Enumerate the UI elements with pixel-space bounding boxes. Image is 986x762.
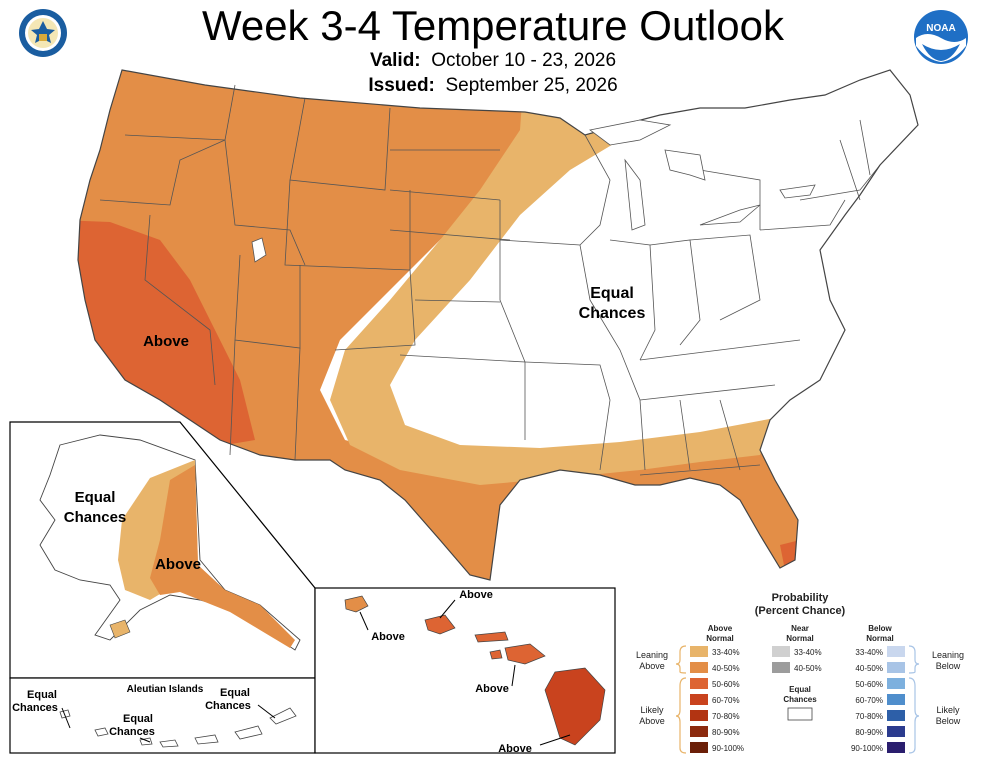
legend-below-swatch-60-70 xyxy=(887,694,905,705)
legend-below-swatch-40-50 xyxy=(887,662,905,673)
legend-above-swatch-90-100 xyxy=(690,742,708,753)
above-50-60-zone xyxy=(78,220,255,445)
legend-likely-below-1: Likely xyxy=(936,705,960,715)
alaska-equal-label-2: Chances xyxy=(64,509,127,526)
legend-below-header-1: Below xyxy=(868,624,892,633)
hawaii-inset xyxy=(314,587,616,754)
issued-date: September 25, 2026 xyxy=(445,75,618,96)
great-lakes xyxy=(589,119,816,231)
legend-near-swatch-33-40 xyxy=(772,646,790,657)
legend-below-level-1: 33-40% xyxy=(855,648,883,657)
alaska-equal-label-1: Equal xyxy=(75,489,116,506)
legend-below-level-6: 80-90% xyxy=(855,728,883,737)
legend-below-level-7: 90-100% xyxy=(851,744,883,753)
big-island xyxy=(544,667,606,746)
legend-above-level-4: 60-70% xyxy=(712,696,740,705)
valid-label: Valid: xyxy=(369,50,421,71)
molokai-island xyxy=(474,631,509,643)
lanai-island xyxy=(489,649,503,660)
issued-line: Issued: September 25, 2026 xyxy=(0,75,986,97)
kauai-above-label: Above xyxy=(371,631,405,643)
legend-above-swatch-40-50 xyxy=(690,662,708,673)
above-33-40-band xyxy=(330,70,775,485)
legend-near-level-1: 33-40% xyxy=(794,648,822,657)
legend-leaning-above-1: Leaning xyxy=(636,650,668,660)
hawaii-pointers xyxy=(359,599,571,746)
legend-likely-above-1: Likely xyxy=(640,705,664,715)
legend-below-swatch-80-90 xyxy=(887,726,905,737)
legend: Probability (Percent Chance) Above Norma… xyxy=(636,592,964,754)
legend-below-swatch-50-60 xyxy=(887,678,905,689)
kauai-island xyxy=(344,595,369,613)
aleutian-equal-1-line2: Chances xyxy=(12,702,58,714)
legend-above-level-6: 80-90% xyxy=(712,728,740,737)
noaa-logo-text: NOAA xyxy=(926,23,955,34)
legend-equal-swatch xyxy=(787,707,813,721)
legend-above-level-1: 33-40% xyxy=(712,648,740,657)
maui-island xyxy=(504,643,546,665)
legend-below-header-2: Normal xyxy=(866,634,894,643)
noaa-logo-icon: NOAA xyxy=(914,10,968,64)
conus-equal-label-2: Chances xyxy=(579,305,646,322)
legend-above-swatch-80-90 xyxy=(690,726,708,737)
legend-below-level-3: 50-60% xyxy=(855,680,883,689)
legend-below-level-4: 60-70% xyxy=(855,696,883,705)
legend-above-level-5: 70-80% xyxy=(712,712,740,721)
legend-near-header-2: Normal xyxy=(786,634,814,643)
alaska-above-40-50 xyxy=(150,465,295,648)
aleutian-pointers xyxy=(61,704,276,743)
legend-title-2: (Percent Chance) xyxy=(755,605,846,617)
legend-leaning-above-2: Above xyxy=(639,661,665,671)
map-title: Week 3-4 Temperature Outlook xyxy=(201,2,785,49)
legend-below-level-5: 70-80% xyxy=(855,712,883,721)
maui-above-label: Above xyxy=(475,683,509,695)
legend-above-level-3: 50-60% xyxy=(712,680,740,689)
legend-below-swatch-70-80 xyxy=(887,710,905,721)
legend-equal-2: Chances xyxy=(783,695,817,704)
legend-above-swatch-60-70 xyxy=(690,694,708,705)
conus-equal-label-1: Equal xyxy=(590,285,634,302)
legend-above-braces xyxy=(675,645,687,754)
legend-below-level-2: 40-50% xyxy=(855,664,883,673)
legend-below-swatch-90-100 xyxy=(887,742,905,753)
legend-near-level-2: 40-50% xyxy=(794,664,822,673)
state-borders xyxy=(99,84,881,476)
aleutian-equal-3-line1: Equal xyxy=(220,687,250,699)
aleutian-equal-2-line2: Chances xyxy=(109,726,155,738)
conus-above-label: Above xyxy=(143,333,189,350)
alaska-inset xyxy=(9,421,316,679)
legend-leaning-below-2: Below xyxy=(936,661,961,671)
legend-near-swatch-40-50 xyxy=(772,662,790,673)
legend-above-swatch-33-40 xyxy=(690,646,708,657)
legend-near-header-1: Near xyxy=(791,624,809,633)
legend-likely-below-2: Below xyxy=(936,716,961,726)
commerce-seal-icon xyxy=(19,9,67,57)
aleutian-equal-1-line1: Equal xyxy=(27,689,57,701)
legend-above-level-2: 40-50% xyxy=(712,664,740,673)
legend-above-swatch-50-60 xyxy=(690,678,708,689)
legend-above-level-7: 90-100% xyxy=(712,744,744,753)
legend-title-1: Probability xyxy=(772,592,830,604)
legend-leaning-below-1: Leaning xyxy=(932,650,964,660)
legend-below-swatch-33-40 xyxy=(887,646,905,657)
valid-dates: October 10 - 23, 2026 xyxy=(431,50,617,71)
legend-below-braces xyxy=(908,645,920,754)
legend-likely-above-2: Above xyxy=(639,716,665,726)
oahu-above-label: Above xyxy=(459,589,493,601)
aleutian-islands xyxy=(59,707,297,748)
legend-above-header-1: Above xyxy=(708,624,733,633)
big-island-above-label: Above xyxy=(498,743,532,755)
legend-equal-1: Equal xyxy=(789,685,811,694)
legend-above-header-2: Normal xyxy=(706,634,734,643)
aleutian-equal-3-line2: Chances xyxy=(205,700,251,712)
aleutian-equal-2-line1: Equal xyxy=(123,713,153,725)
alaska-above-label: Above xyxy=(155,556,201,573)
valid-line: Valid: October 10 - 23, 2026 xyxy=(0,50,986,72)
issued-label: Issued: xyxy=(368,75,435,96)
legend-above-swatch-70-80 xyxy=(690,710,708,721)
aleutian-inset xyxy=(9,677,316,754)
aleutian-title: Aleutian Islands xyxy=(127,684,204,695)
